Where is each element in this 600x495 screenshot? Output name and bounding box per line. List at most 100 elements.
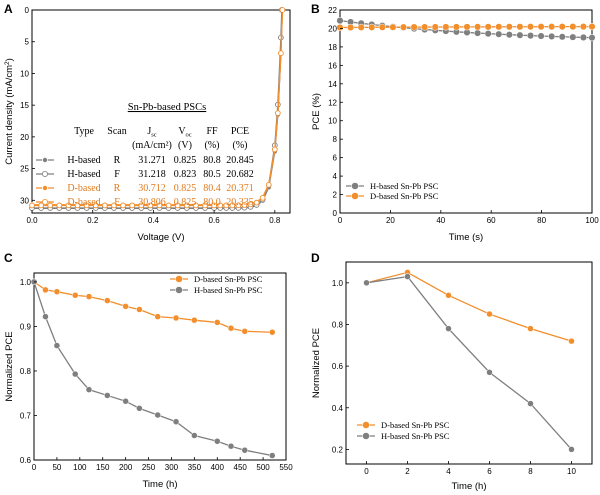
panel-b-series-0-point xyxy=(588,34,596,42)
panel-a-x-axis-label: Voltage (V) xyxy=(138,232,185,243)
panel-a-series-3-point xyxy=(271,146,278,153)
panel-a-table-cell: 31.218 xyxy=(138,169,166,180)
panel-a-y-tick-label: 15 xyxy=(20,101,29,110)
panel-a-series-3-point xyxy=(129,202,136,209)
panel-a-table-cell: 80.8 xyxy=(203,155,221,166)
panel-c-x-tick-label: 200 xyxy=(119,463,133,472)
panel-c-series-1-point xyxy=(227,442,235,450)
panel-b-series-0-point xyxy=(537,32,545,40)
panel-d-series-1-point xyxy=(486,369,493,376)
panel-c-x-tick-label: 450 xyxy=(234,463,248,472)
panel-b-y-tick-label: 14 xyxy=(328,80,337,89)
panel-b-series-0-point xyxy=(579,33,587,41)
panel-a-y-tick-label: 0 xyxy=(25,6,30,15)
panel-a-table-legend-marker xyxy=(42,198,49,205)
panel-c-y-tick-label: 0.8 xyxy=(20,367,32,376)
panel-a-series-3-point xyxy=(47,202,54,209)
panel-c-series-1-point xyxy=(269,452,276,459)
panel-a-series-3-point xyxy=(259,194,266,201)
panel-label-b: B xyxy=(311,2,320,16)
panel-c-x-tick-label: 350 xyxy=(188,463,202,472)
panel-b-series-0-point xyxy=(474,29,482,37)
panel-a-table-cell: F xyxy=(114,169,120,180)
panel-a-series-3-point xyxy=(56,202,63,209)
panel-d-y-tick-label: 1.0 xyxy=(332,279,344,288)
panel-a-series-3-point xyxy=(241,202,248,208)
panel-b-legend-label: H-based Sn-Pb PSC xyxy=(370,181,439,191)
panel-a-table-cell: D-based xyxy=(67,197,100,208)
panel-b-x-tick-label: 0 xyxy=(338,216,343,225)
panel-b-series-0-point xyxy=(516,31,524,39)
panel-b-series-1-point xyxy=(558,23,566,31)
panel-c-series-0-point xyxy=(227,324,235,332)
panel-c-series-1-point xyxy=(85,386,93,393)
panel-a-series-3-point xyxy=(101,202,108,209)
panel-d-series-1-point xyxy=(404,273,411,280)
panel-c-legend-label: H-based Sn-Pb PSC xyxy=(194,285,263,295)
panel-b-y-tick-label: 18 xyxy=(328,43,337,52)
panel-a-series-3-point xyxy=(275,110,281,116)
panel-d-x-tick-label: 8 xyxy=(528,467,533,476)
panel-a-table-cell: 20.371 xyxy=(226,183,254,194)
panel-b-series-1-point xyxy=(410,23,418,31)
panel-a-table-cell: 20.335 xyxy=(226,197,254,208)
panel-a-table-header-sub: oc xyxy=(186,132,192,139)
panel-a-series-3-point xyxy=(211,202,217,209)
panel-c-series-1-point xyxy=(42,313,49,320)
panel-c-y-axis-label: Normalized PCE xyxy=(4,331,15,401)
panel-b-series-1-point xyxy=(579,23,587,31)
panel-c-x-tick-label: 550 xyxy=(279,463,293,472)
panel-b-series-1-point xyxy=(484,23,492,31)
panel-a-table-cell: F xyxy=(114,197,120,208)
panel-b-y-axis: 0 2 4 6 8 10 12 14 16 18 20 22 xyxy=(328,6,343,218)
panel-c-series-0-point xyxy=(104,297,111,304)
panel-b-legend-marker xyxy=(351,182,359,190)
panel-label-c: C xyxy=(4,251,13,265)
panel-a-table-cell: H-based xyxy=(67,169,100,180)
panel-a-table-cell: 80.0 xyxy=(203,197,221,208)
panel-a-table-cell: 20.845 xyxy=(226,155,254,166)
panel-a-table-cell: 0.825 xyxy=(174,197,197,208)
panel-a-table-cell: 30.712 xyxy=(138,183,166,194)
panel-d-series-1-line xyxy=(366,275,572,450)
panel-a-y-tick-label: 5 xyxy=(25,38,30,47)
panel-c-series-1-point xyxy=(53,342,61,349)
panel-b-y-tick-label: 8 xyxy=(333,135,338,144)
panel-c-series-1-point xyxy=(122,397,129,405)
panel-b-series-1-point xyxy=(336,23,344,32)
panel-a-y-axis-label-sup: 2 xyxy=(4,61,11,65)
panel-b-series-0-point xyxy=(484,30,492,38)
panel-b-series-0-point xyxy=(526,32,535,40)
panel-label-a: A xyxy=(4,2,13,16)
panel-a-series-3-point xyxy=(202,202,208,209)
panel-a-series-3-point xyxy=(65,202,72,209)
panel-a-series-3-line xyxy=(32,9,284,207)
panel-a-series-3-point xyxy=(165,202,172,209)
panel-c-x-axis: 0 50 100 150 200 250 300 350 400 450 500 550 xyxy=(32,457,293,472)
panel-a-table-cell: 20.682 xyxy=(226,169,254,180)
panel-a-table-header: Jsc xyxy=(147,126,156,139)
panel-c-y-axis: 0.6 0.7 0.8 0.9 1.0 xyxy=(20,278,37,465)
panel-b-series-1-point xyxy=(463,23,471,31)
panel-a-plot-frame xyxy=(31,9,291,214)
panel-b: B 0 20 40 60 80 100 0 2 4 6 8 10 12 14 16 18 20 22 Time … xyxy=(311,2,599,243)
panel-b-series-1-point xyxy=(569,23,577,31)
panel-b-series-1-point xyxy=(431,23,439,31)
panel-c-series-0-point xyxy=(71,292,79,299)
panel-b-x-tick-label: 80 xyxy=(537,216,546,225)
panel-a-table-cell: R xyxy=(114,155,121,166)
panel-d-y-tick-label: 0.6 xyxy=(332,362,344,371)
panel-a-y-axis-label: Current density (mA/cm2) xyxy=(4,58,15,165)
panel-c-x-axis-label: Time (h) xyxy=(142,479,177,490)
panel-b-x-axis-label: Time (s) xyxy=(449,232,483,243)
panel-c-series-0-point xyxy=(269,328,276,336)
panel-b-series-1-point xyxy=(357,23,365,31)
panel-a-table-unit: (V) xyxy=(178,140,192,151)
panel-a-y-tick-label: 10 xyxy=(20,69,29,78)
panel-c-series-0-point xyxy=(172,314,180,322)
panel-a-series-3-point xyxy=(120,202,126,209)
panel-d-series-0-point xyxy=(527,325,534,332)
panel-a-series-3-point xyxy=(229,202,236,209)
panel-b-y-tick-label: 10 xyxy=(328,117,337,126)
